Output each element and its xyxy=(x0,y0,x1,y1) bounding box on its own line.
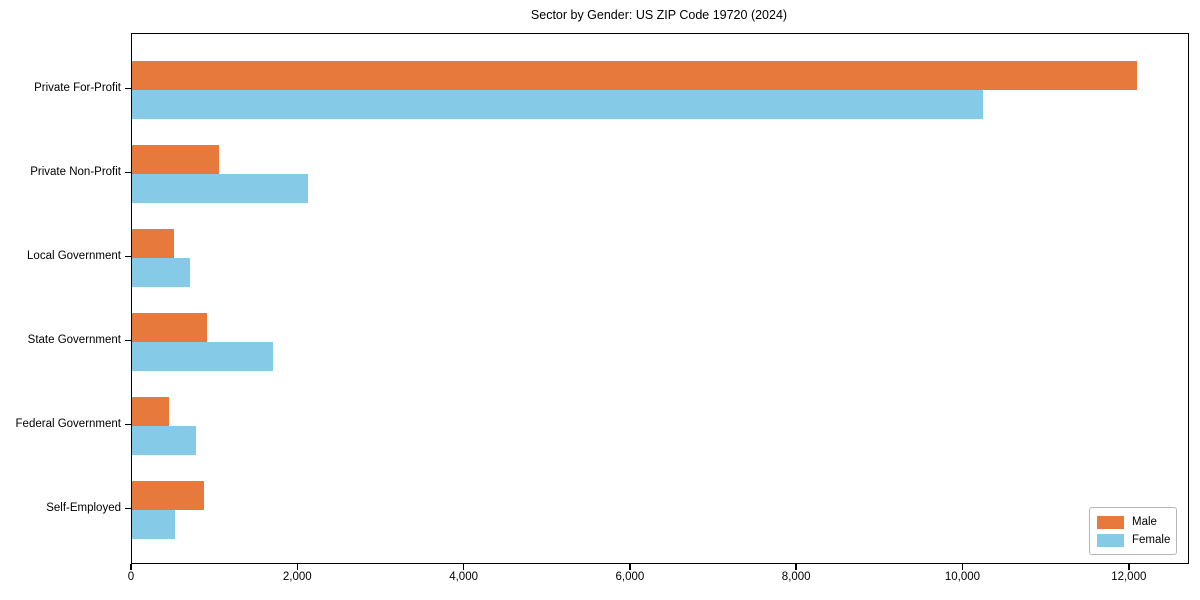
bar-male-self-employed xyxy=(132,480,204,510)
plot-area xyxy=(131,33,1189,564)
x-tick-mark xyxy=(795,563,797,570)
y-tick-label-local-government: Local Government xyxy=(27,250,121,263)
bar-male-private-for-profit xyxy=(132,60,1137,90)
y-tick-mark xyxy=(125,423,131,426)
bar-female-federal-government xyxy=(132,425,196,455)
x-tick-mark xyxy=(1128,563,1130,570)
x-tick-mark xyxy=(130,563,132,570)
bar-female-private-for-profit xyxy=(132,89,983,119)
y-tick-mark xyxy=(125,339,131,342)
bar-male-private-non-profit xyxy=(132,144,219,174)
legend-row-male: Male xyxy=(1097,515,1176,529)
bar-male-state-government xyxy=(132,312,207,342)
y-tick-label-federal-government: Federal Government xyxy=(15,418,121,431)
x-tick-mark xyxy=(296,563,299,570)
x-tick-label-4-000: 4,000 xyxy=(449,571,478,583)
legend-row-female: Female xyxy=(1097,533,1176,547)
bar-female-private-non-profit xyxy=(132,173,308,203)
bar-male-local-government xyxy=(132,228,174,258)
y-tick-mark xyxy=(125,171,131,174)
x-tick-label-0: 0 xyxy=(127,571,135,583)
x-tick-label-10-000: 10,000 xyxy=(944,571,981,583)
y-tick-label-self-employed: Self-Employed xyxy=(46,502,121,515)
legend-label-female: Female xyxy=(1132,534,1171,546)
bar-male-federal-government xyxy=(132,396,169,426)
x-tick-label-6-000: 6,000 xyxy=(615,571,645,583)
x-tick-label-12-000: 12,000 xyxy=(1111,571,1147,583)
bar-female-local-government xyxy=(132,257,190,287)
legend-swatch-male xyxy=(1097,515,1124,529)
bar-female-state-government xyxy=(132,341,273,371)
legend: Male Female xyxy=(1089,507,1177,555)
x-tick-mark xyxy=(462,563,465,570)
x-tick-label-8-000: 8,000 xyxy=(781,571,811,583)
y-tick-label-state-government: State Government xyxy=(27,334,121,347)
legend-swatch-female xyxy=(1097,533,1124,547)
y-tick-mark xyxy=(125,87,131,90)
y-tick-label-private-for-profit: Private For-Profit xyxy=(34,82,121,95)
y-tick-mark xyxy=(125,507,131,510)
x-tick-mark xyxy=(629,563,631,570)
x-tick-mark xyxy=(961,563,964,570)
y-tick-label-private-non-profit: Private Non-Profit xyxy=(30,166,121,179)
y-tick-mark xyxy=(125,255,131,258)
x-tick-label-2-000: 2,000 xyxy=(282,571,312,583)
chart-title: Sector by Gender: US ZIP Code 19720 (202… xyxy=(530,8,788,22)
bar-female-self-employed xyxy=(132,509,175,539)
legend-label-male: Male xyxy=(1132,516,1157,528)
